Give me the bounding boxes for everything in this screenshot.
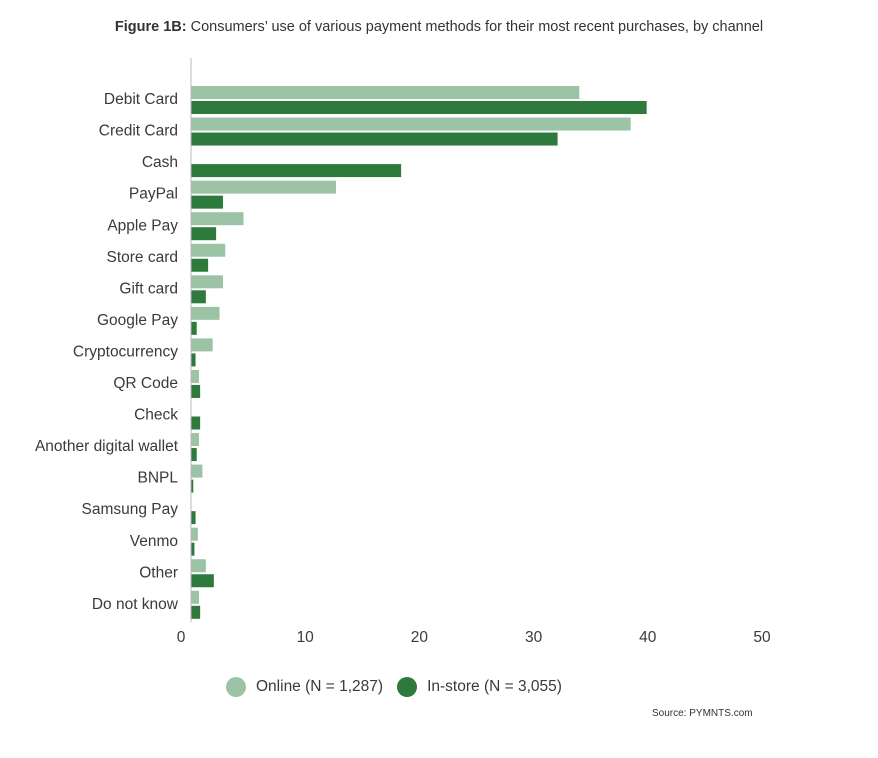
bar-online-credit-card: [191, 117, 631, 131]
bar-online-paypal: [191, 180, 337, 194]
chart-title: Figure 1B: Consumers’ use of various pay…: [0, 19, 878, 35]
bar-online-do-not-know: [191, 590, 199, 604]
category-label-other: Other: [139, 564, 178, 581]
legend-item-online: Online (N = 1,287): [226, 677, 383, 697]
bar-instore-do-not-know: [191, 605, 201, 619]
category-label-cryptocurrency: Cryptocurrency: [73, 343, 178, 360]
x-tick-30: 30: [525, 629, 543, 646]
bar-instore-qr-code: [191, 384, 201, 398]
legend: Online (N = 1,287) In-store (N = 3,055): [226, 677, 576, 697]
x-tick-10: 10: [297, 629, 315, 646]
category-labels: Debit Card Credit Card Cash PayPal Apple Pay…: [35, 91, 179, 613]
category-label-apple-pay: Apple Pay: [107, 217, 178, 234]
bar-online-bnpl: [191, 464, 203, 478]
category-label-gift-card: Gift card: [119, 280, 178, 297]
category-label-do-not-know: Do not know: [92, 596, 179, 613]
bar-instore-other: [191, 574, 214, 588]
category-label-qr-code: QR Code: [113, 375, 178, 392]
bar-online-another-digital-wallet: [191, 433, 199, 447]
category-label-cash: Cash: [142, 154, 178, 171]
bar-instore-debit-card: [191, 101, 647, 114]
bar-online-store-card: [191, 243, 226, 257]
chart-title-rest: Consumers’ use of various payment method…: [186, 19, 764, 35]
x-tick-0: 0: [177, 629, 186, 646]
bar-instore-bnpl: [191, 479, 194, 493]
bar-instore-cash: [191, 164, 402, 178]
bar-instore-google-pay: [191, 321, 197, 335]
legend-swatch-online: [226, 677, 246, 697]
category-label-store-card: Store card: [106, 249, 178, 266]
source-note: Source: PYMNTS.com: [652, 708, 753, 719]
category-label-google-pay: Google Pay: [97, 312, 178, 329]
legend-swatch-instore: [397, 677, 418, 697]
bar-instore-check: [191, 416, 201, 430]
category-label-credit-card: Credit Card: [99, 123, 178, 140]
chart-title-bold: Figure 1B:: [114, 19, 187, 35]
x-tick-20: 20: [411, 629, 429, 646]
bar-instore-store-card: [191, 258, 209, 272]
category-label-bnpl: BNPL: [138, 470, 179, 487]
category-label-another-digital-wallet: Another digital wallet: [35, 438, 179, 455]
bar-online-gift-card: [191, 275, 223, 289]
bar-online-debit-card: [191, 86, 580, 99]
bar-instore-another-digital-wallet: [191, 448, 197, 462]
bars-group: [191, 86, 647, 619]
category-label-venmo: Venmo: [130, 533, 178, 550]
x-tick-50: 50: [753, 629, 771, 646]
category-label-debit-card: Debit Card: [104, 91, 178, 108]
bar-instore-apple-pay: [191, 227, 217, 241]
x-tick-40: 40: [639, 629, 657, 646]
legend-label-online: Online (N = 1,287): [256, 678, 384, 695]
bar-online-cryptocurrency: [191, 338, 213, 352]
bar-instore-paypal: [191, 195, 223, 209]
bar-online-apple-pay: [191, 212, 244, 226]
bar-instore-samsung-pay: [191, 511, 196, 525]
bar-online-other: [191, 559, 206, 573]
legend-label-instore: In-store (N = 3,055): [427, 678, 562, 695]
bar-instore-cryptocurrency: [191, 353, 196, 367]
bar-instore-credit-card: [191, 132, 558, 146]
category-label-paypal: PayPal: [129, 186, 178, 203]
bar-online-qr-code: [191, 369, 199, 383]
legend-item-instore: In-store (N = 3,055): [397, 677, 562, 697]
category-label-check: Check: [134, 407, 178, 424]
bar-instore-venmo: [191, 542, 195, 556]
x-tick-labels: 0 10 20 30 40 50: [177, 629, 771, 646]
bar-instore-gift-card: [191, 290, 206, 304]
bar-online-google-pay: [191, 306, 220, 320]
bar-online-venmo: [191, 527, 198, 541]
category-label-samsung-pay: Samsung Pay: [82, 501, 179, 518]
